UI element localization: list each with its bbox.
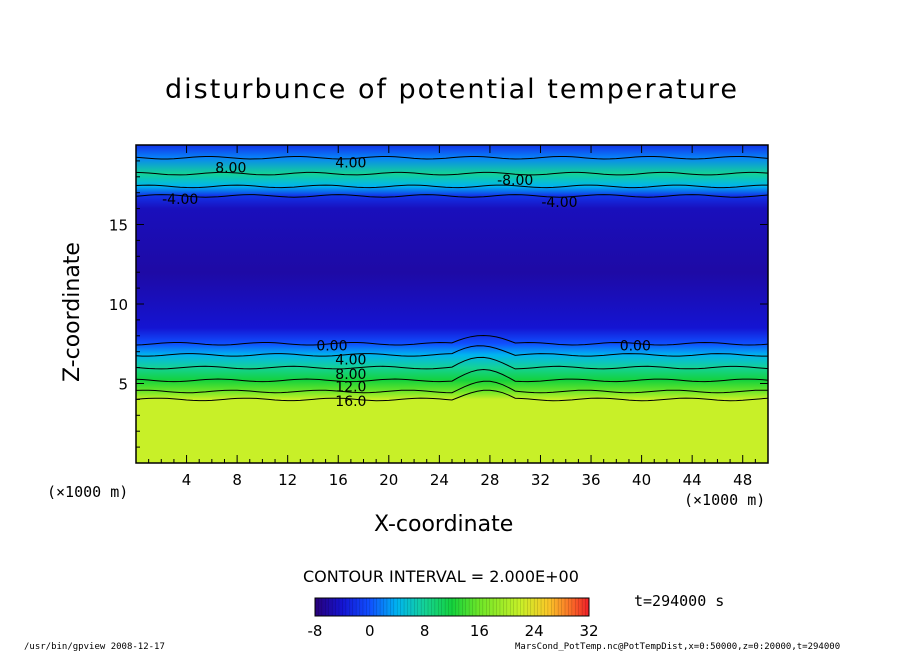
y-tick-label: 10 (109, 296, 128, 314)
contour-line (135, 389, 769, 402)
colorbar-tick-label: 0 (365, 622, 375, 640)
chart-title: disturbunce of potential temperature (165, 74, 739, 105)
contour-labels: 8.00 4.00-4.00-8.00-4.000.004.008.0012.01… (162, 155, 651, 409)
x-tick-label: 44 (683, 471, 702, 489)
contour-line (135, 345, 768, 357)
contour-label: -4.00 (541, 195, 577, 211)
contour-label: 0.00 (316, 338, 347, 354)
x-tick-label: 48 (733, 471, 752, 489)
contour-line (135, 368, 769, 383)
x-tick-label: 24 (430, 471, 449, 489)
y-tick-label: 5 (118, 376, 128, 394)
x-tick-label: 28 (480, 471, 499, 489)
time-label: t=294000 s (634, 592, 725, 610)
x-tick-label: 40 (632, 471, 651, 489)
contour-interval: CONTOUR INTERVAL = 2.000E+00 (303, 567, 579, 586)
contour-line (135, 171, 769, 176)
contour-label: 8.00 (335, 367, 366, 383)
contour-label: 4.00 (335, 353, 366, 369)
contour-label: 16.0 (335, 394, 366, 410)
colorbar-tick-label: 8 (420, 622, 430, 640)
x-axis: 4 8 12 16 20 24 28 32 36 40 44 48 (148, 145, 756, 489)
heatmap-field (136, 145, 768, 463)
x-unit-left: (×1000 m) (47, 483, 129, 501)
footer-right: MarsCond_PotTemp.nc@PotTempDist,x=0:5000… (515, 642, 841, 652)
contour-label: 12.0 (335, 380, 366, 396)
contour-line (135, 194, 769, 198)
colorbar-tick-label: 24 (525, 622, 544, 640)
contour-label: -8.00 (497, 173, 533, 189)
contour-label: 8.00 (215, 160, 246, 176)
x-tick-label: 12 (278, 471, 297, 489)
contour-label: -4.00 (162, 192, 198, 208)
x-unit-right: (×1000 m) (684, 491, 766, 509)
x-tick-label: 20 (379, 471, 398, 489)
contour-line (135, 356, 769, 370)
colorbar-tick-label: 16 (470, 622, 489, 640)
contour-line (135, 156, 769, 160)
contour-line (135, 380, 769, 394)
contour-lines (135, 156, 769, 402)
x-tick-label: 8 (232, 471, 242, 489)
x-tick-label: 16 (329, 471, 348, 489)
contour-line (135, 184, 768, 189)
x-tick-label: 32 (531, 471, 550, 489)
y-axis-label: Z-coordinate (60, 242, 85, 382)
footer-left: /usr/bin/gpview 2008-12-17 (24, 642, 165, 652)
x-axis-label: X-coordinate (374, 512, 514, 537)
colorbar-ticks: -8 0 8 16 24 32 (308, 598, 599, 640)
x-tick-label: 36 (581, 471, 600, 489)
colorbar (314, 597, 590, 617)
contour-label: 0.00 (620, 338, 651, 354)
colorbar-tick-label: -8 (308, 622, 323, 640)
colorbar-tick-label: 32 (579, 622, 598, 640)
contour-line (135, 334, 769, 346)
x-tick-label: 4 (182, 471, 192, 489)
contour-label: 4.00 (335, 155, 366, 171)
y-tick-label: 15 (109, 217, 128, 235)
y-axis: 5 10 15 (109, 160, 768, 448)
